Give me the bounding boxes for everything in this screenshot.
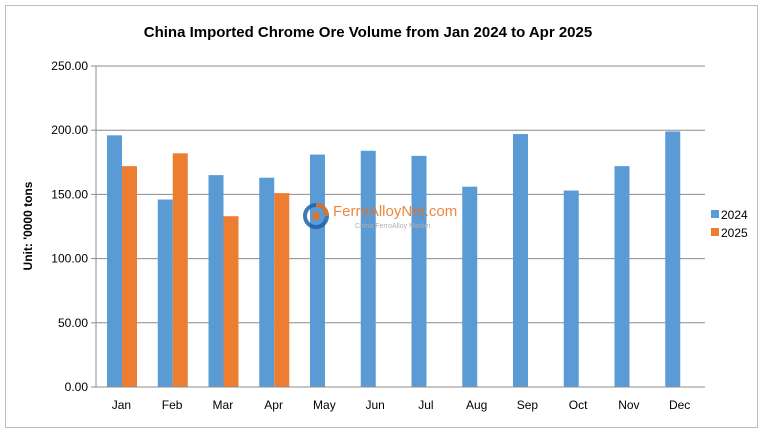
y-tick-label: 100.00 — [51, 252, 88, 266]
bar-2024-apr — [259, 177, 275, 387]
y-tick-label: 150.00 — [51, 187, 88, 201]
x-tick-label: Oct — [569, 398, 588, 412]
x-tick-label: Feb — [162, 398, 183, 412]
legend-swatch-2025 — [711, 228, 719, 236]
ferroalloynet-logo-icon — [303, 203, 329, 229]
bar-2025-feb — [172, 153, 188, 387]
y-tick-label: 0.00 — [65, 380, 89, 394]
bar-2024-mar — [208, 175, 224, 387]
x-axis: Jan Feb Mar Apr May Jun Jul Aug Sep Oct Nov Dec — [96, 386, 705, 412]
x-tick-label: Aug — [466, 398, 487, 412]
legend-label-2024: 2024 — [721, 208, 748, 222]
bars — [107, 131, 681, 387]
legend: 2024 2025 — [711, 208, 748, 240]
watermark-subtext: China FerroAlloy Market — [355, 223, 431, 230]
bar-2024-jan — [107, 135, 122, 387]
y-tick-label: 200.00 — [51, 123, 88, 137]
bar-2024-oct — [563, 190, 579, 387]
y-axis: 0.00 50.00 100.00 150.00 200.00 250.00 — [51, 59, 97, 394]
x-tick-label: Nov — [618, 398, 639, 412]
y-tick-label: 250.00 — [51, 59, 88, 73]
y-tick-label: 50.00 — [58, 316, 88, 330]
x-tick-label: Jul — [418, 398, 433, 412]
legend-label-2025: 2025 — [721, 226, 748, 240]
watermark: FerroAlloyNet.com China FerroAlloy Marke… — [303, 203, 457, 230]
bar-2024-may — [310, 154, 325, 387]
legend-swatch-2024 — [711, 210, 719, 218]
bar-2024-feb — [157, 199, 173, 387]
bar-2024-sep — [513, 134, 528, 387]
bar-2024-jul — [411, 155, 427, 387]
x-tick-label: Sep — [517, 398, 539, 412]
x-tick-label: Mar — [213, 398, 234, 412]
x-tick-label: Jan — [112, 398, 131, 412]
y-axis-label: Unit: '0000 tons — [21, 181, 35, 270]
bar-2024-jun — [360, 150, 376, 387]
bar-2025-mar — [223, 216, 239, 387]
chart-title: China Imported Chrome Ore Volume from Ja… — [144, 24, 592, 41]
x-tick-label: May — [313, 398, 336, 412]
x-tick-label: Apr — [264, 398, 283, 412]
x-tick-label: Dec — [669, 398, 690, 412]
bar-2025-apr — [274, 193, 290, 387]
bar-2025-jan — [122, 166, 137, 387]
bar-2024-nov — [614, 166, 630, 387]
bar-2024-dec — [665, 131, 681, 387]
x-tick-label: Jun — [365, 398, 384, 412]
bar-2024-aug — [462, 186, 478, 387]
watermark-text: FerroAlloyNet.com — [333, 203, 457, 220]
